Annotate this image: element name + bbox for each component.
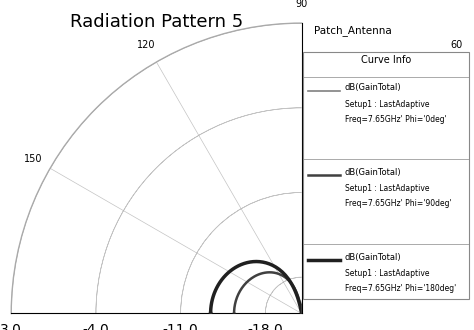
Text: dB(GainTotal): dB(GainTotal) bbox=[345, 83, 401, 92]
Text: Freq=7.65GHz' Phi='90deg': Freq=7.65GHz' Phi='90deg' bbox=[345, 199, 451, 208]
Text: Setup1 : LastAdaptive: Setup1 : LastAdaptive bbox=[345, 184, 429, 193]
Text: Patch_Antenna: Patch_Antenna bbox=[314, 25, 392, 36]
Text: Setup1 : LastAdaptive: Setup1 : LastAdaptive bbox=[345, 100, 429, 109]
Text: Setup1 : LastAdaptive: Setup1 : LastAdaptive bbox=[345, 269, 429, 278]
Text: dB(GainTotal): dB(GainTotal) bbox=[345, 253, 401, 262]
Text: Freq=7.65GHz' Phi='180deg': Freq=7.65GHz' Phi='180deg' bbox=[345, 284, 456, 293]
Bar bbox=[303, 52, 469, 299]
Text: Radiation Pattern 5: Radiation Pattern 5 bbox=[70, 13, 243, 31]
Text: dB(GainTotal): dB(GainTotal) bbox=[345, 168, 401, 177]
Text: Freq=7.65GHz' Phi='0deg': Freq=7.65GHz' Phi='0deg' bbox=[345, 115, 447, 123]
Text: Curve Info: Curve Info bbox=[361, 55, 411, 65]
